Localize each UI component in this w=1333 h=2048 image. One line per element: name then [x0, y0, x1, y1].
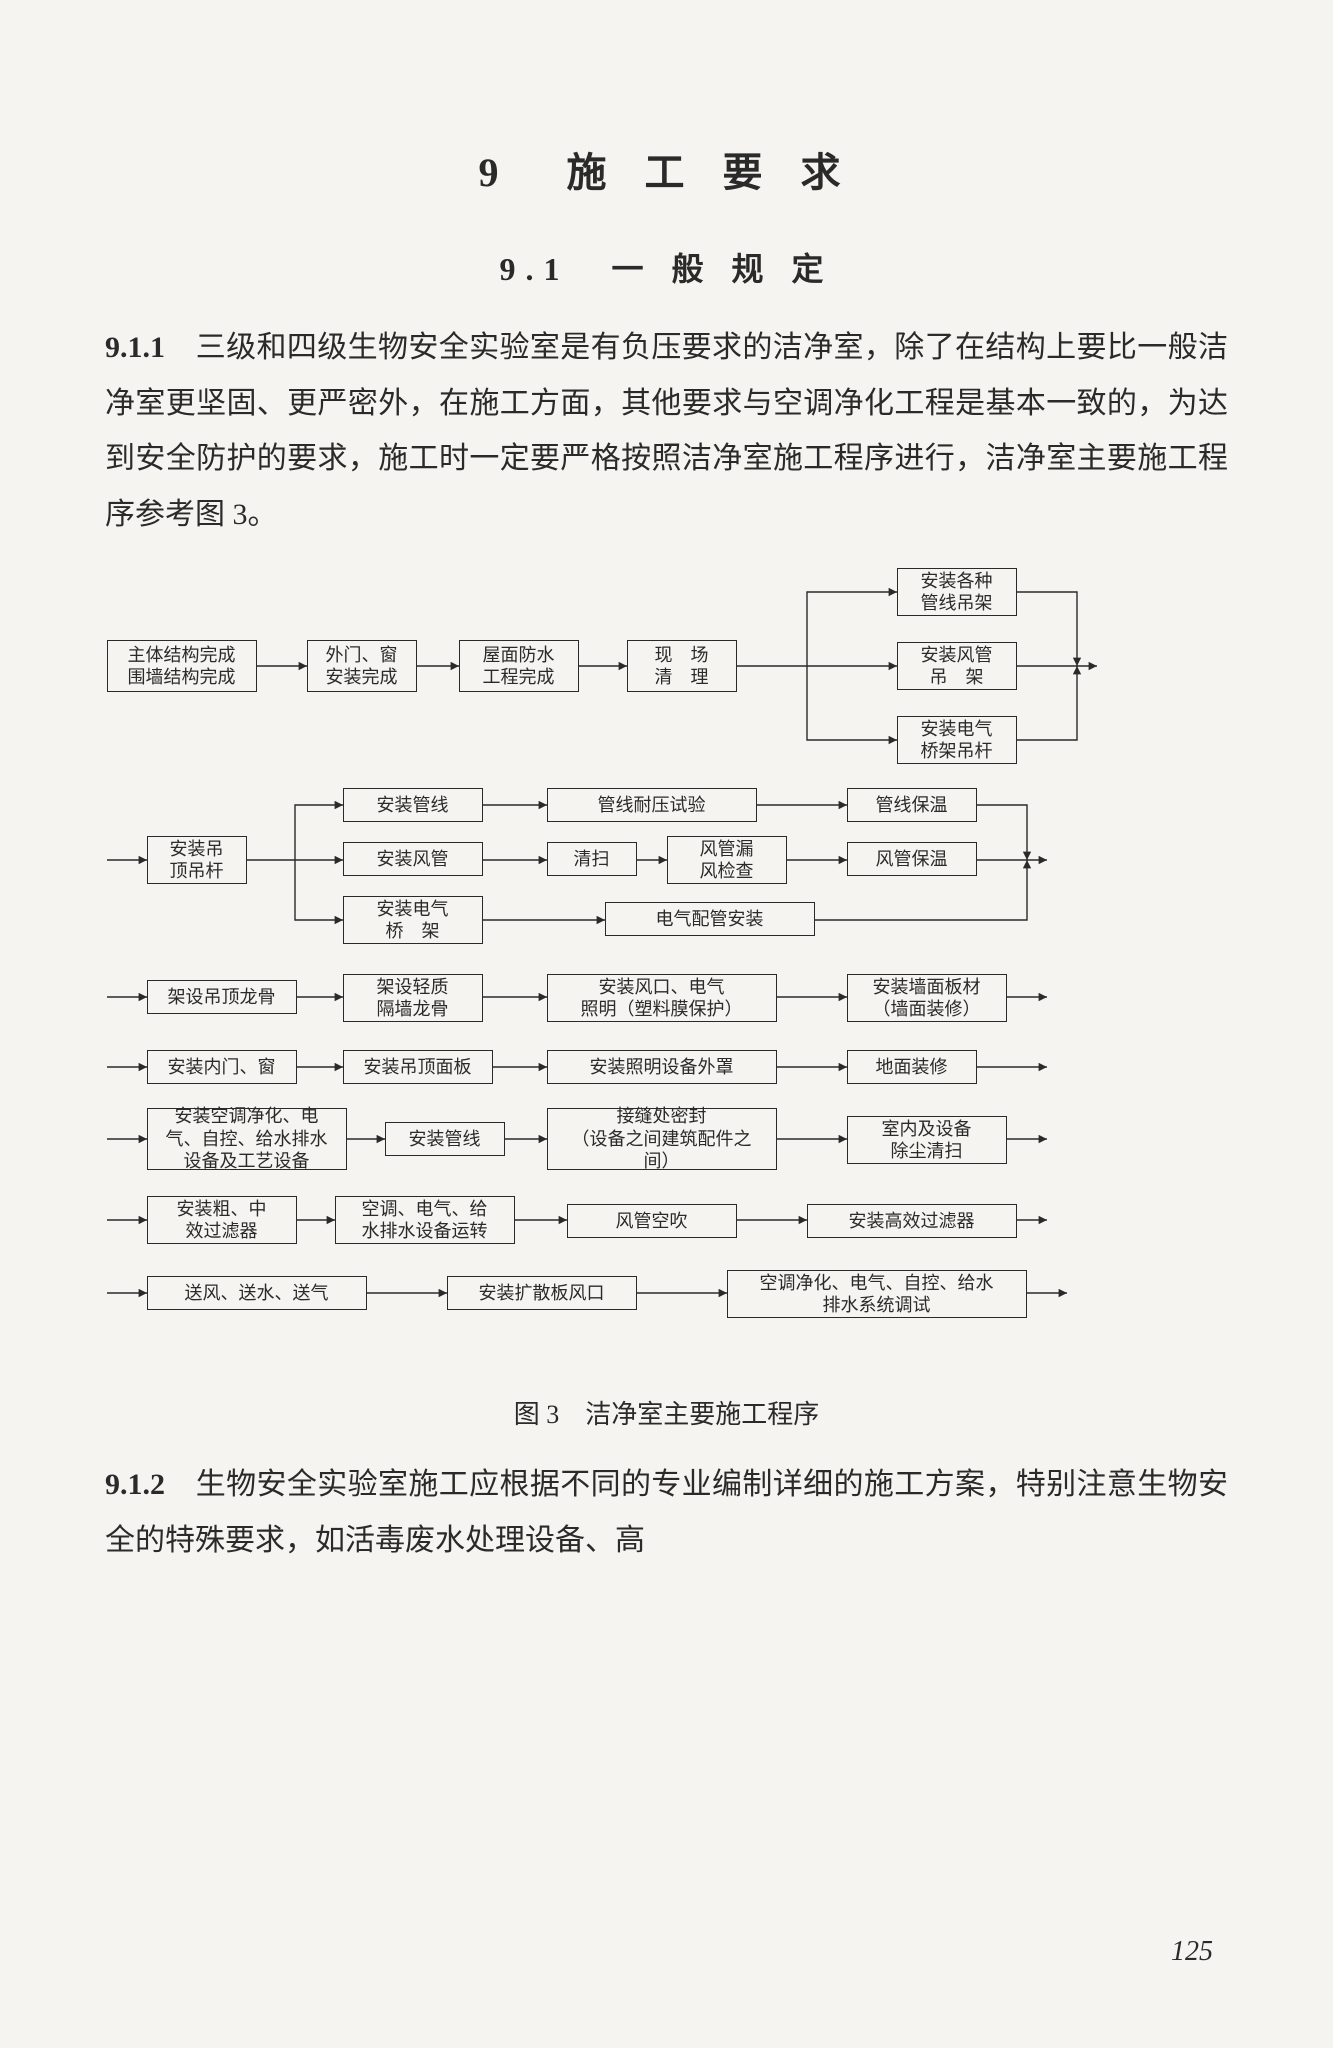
flow-node-n28: 接缝处密封 （设备之间建筑配件之 间） — [547, 1108, 777, 1170]
flow-node-n32: 风管空吹 — [567, 1204, 737, 1238]
section-title-text: 一 般 规 定 — [612, 251, 834, 287]
flow-node-n12: 管线耐压试验 — [547, 788, 757, 822]
clause-9-1-1: 9.1.1 三级和四级生物安全实验室是有负压要求的洁净室，除了在结构上要比一般洁… — [105, 320, 1228, 542]
flow-node-n20: 安装风口、电气 照明（塑料膜保护） — [547, 974, 777, 1022]
flow-node-n18: 架设吊顶龙骨 — [147, 980, 297, 1014]
flow-node-n7: 安装电气 桥架吊杆 — [897, 716, 1017, 764]
flow-node-n4: 现 场 清 理 — [627, 640, 737, 692]
flowchart-figure-3: 主体结构完成 围墙结构完成外门、窗 安装完成屋面防水 工程完成现 场 清 理安装… — [107, 560, 1227, 1380]
flow-node-n22: 安装内门、窗 — [147, 1050, 297, 1084]
clause-text: 三级和四级生物安全实验室是有负压要求的洁净室，除了在结构上要比一般洁净室更坚固、… — [105, 331, 1228, 531]
chapter-title-text: 施 工 要 求 — [567, 150, 855, 195]
flow-node-n23: 安装吊顶面板 — [343, 1050, 493, 1084]
flow-node-n34: 送风、送水、送气 — [147, 1276, 367, 1310]
flow-node-n29: 室内及设备 除尘清扫 — [847, 1116, 1007, 1164]
flow-node-n30: 安装粗、中 效过滤器 — [147, 1196, 297, 1244]
flow-node-n2: 外门、窗 安装完成 — [307, 640, 417, 692]
clause-number: 9.1.1 — [105, 331, 165, 364]
flow-node-n8: 安装吊 顶吊杆 — [147, 836, 247, 884]
section-number: 9.1 — [499, 251, 569, 287]
flow-node-n15: 电气配管安装 — [605, 902, 815, 936]
flow-node-n13: 清扫 — [547, 842, 637, 876]
flow-node-n24: 安装照明设备外罩 — [547, 1050, 777, 1084]
flow-node-n9: 安装管线 — [343, 788, 483, 822]
flow-node-n19: 架设轻质 隔墙龙骨 — [343, 974, 483, 1022]
flow-node-n3: 屋面防水 工程完成 — [459, 640, 579, 692]
page-number: 125 — [1171, 1936, 1213, 1968]
flow-node-n27: 安装管线 — [385, 1122, 505, 1156]
figure-caption: 图 3 洁净室主要施工程序 — [105, 1394, 1228, 1431]
flow-node-n31: 空调、电气、给 水排水设备运转 — [335, 1196, 515, 1244]
flow-node-n10: 安装风管 — [343, 842, 483, 876]
clause-9-1-2: 9.1.2 生物安全实验室施工应根据不同的专业编制详细的施工方案，特别注意生物安… — [105, 1457, 1228, 1568]
flow-node-n16: 管线保温 — [847, 788, 977, 822]
section-title: 9.1 一 般 规 定 — [105, 244, 1228, 290]
flow-node-n35: 安装扩散板风口 — [447, 1276, 637, 1310]
flow-node-n36: 空调净化、电气、自控、给水 排水系统调试 — [727, 1270, 1027, 1318]
flow-node-n1: 主体结构完成 围墙结构完成 — [107, 640, 257, 692]
clause-number: 9.1.2 — [105, 1468, 165, 1501]
flow-node-n5: 安装各种 管线吊架 — [897, 568, 1017, 616]
flow-node-n14: 风管漏 风检查 — [667, 836, 787, 884]
chapter-title: 9 施 工 要 求 — [105, 140, 1228, 198]
flow-node-n25: 地面装修 — [847, 1050, 977, 1084]
flow-node-n17: 风管保温 — [847, 842, 977, 876]
flow-node-n33: 安装高效过滤器 — [807, 1204, 1017, 1238]
flow-node-n26: 安装空调净化、电 气、自控、给水排水 设备及工艺设备 — [147, 1108, 347, 1170]
flow-node-n21: 安装墙面板材 （墙面装修） — [847, 974, 1007, 1022]
clause-text: 生物安全实验室施工应根据不同的专业编制详细的施工方案，特别注意生物安全的特殊要求… — [105, 1468, 1228, 1557]
chapter-number: 9 — [479, 150, 513, 195]
flow-node-n6: 安装风管 吊 架 — [897, 642, 1017, 690]
flow-node-n11: 安装电气 桥 架 — [343, 896, 483, 944]
